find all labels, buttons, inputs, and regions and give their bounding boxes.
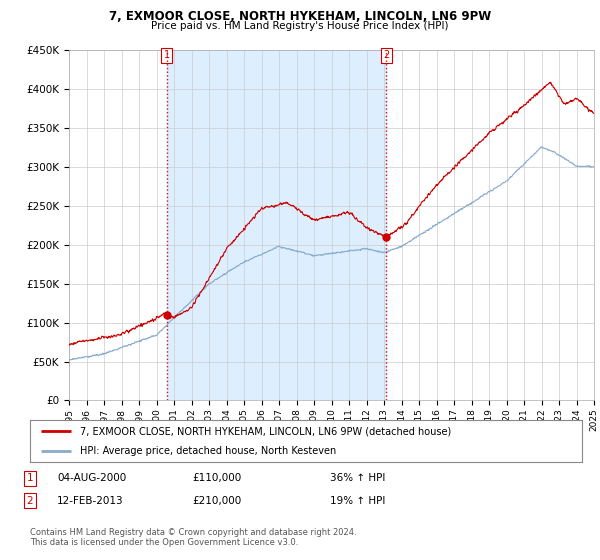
Text: 7, EXMOOR CLOSE, NORTH HYKEHAM, LINCOLN, LN6 9PW: 7, EXMOOR CLOSE, NORTH HYKEHAM, LINCOLN,… xyxy=(109,10,491,22)
Text: £110,000: £110,000 xyxy=(192,473,241,483)
Text: Price paid vs. HM Land Registry's House Price Index (HPI): Price paid vs. HM Land Registry's House … xyxy=(151,21,449,31)
Text: HPI: Average price, detached house, North Kesteven: HPI: Average price, detached house, Nort… xyxy=(80,446,336,456)
Text: 36% ↑ HPI: 36% ↑ HPI xyxy=(330,473,385,483)
Text: 1: 1 xyxy=(164,50,170,60)
Text: 04-AUG-2000: 04-AUG-2000 xyxy=(57,473,126,483)
Text: Contains HM Land Registry data © Crown copyright and database right 2024.
This d: Contains HM Land Registry data © Crown c… xyxy=(30,528,356,547)
Text: 2: 2 xyxy=(383,50,389,60)
Bar xyxy=(167,50,386,400)
Text: 7, EXMOOR CLOSE, NORTH HYKEHAM, LINCOLN, LN6 9PW (detached house): 7, EXMOOR CLOSE, NORTH HYKEHAM, LINCOLN,… xyxy=(80,426,451,436)
Text: 12-FEB-2013: 12-FEB-2013 xyxy=(57,496,124,506)
Text: 2: 2 xyxy=(26,496,34,506)
Text: £210,000: £210,000 xyxy=(192,496,241,506)
Text: 19% ↑ HPI: 19% ↑ HPI xyxy=(330,496,385,506)
Text: 1: 1 xyxy=(26,473,34,483)
